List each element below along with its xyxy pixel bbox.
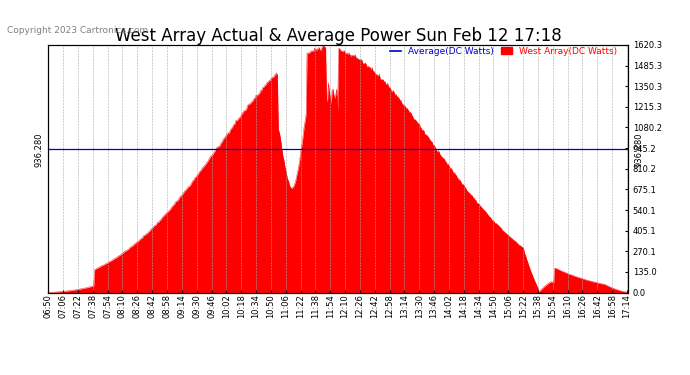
- Legend: Average(DC Watts), West Array(DC Watts): Average(DC Watts), West Array(DC Watts): [391, 47, 618, 56]
- Title: West Array Actual & Average Power Sun Feb 12 17:18: West Array Actual & Average Power Sun Fe…: [115, 27, 562, 45]
- Text: Copyright 2023 Cartronics.com: Copyright 2023 Cartronics.com: [7, 26, 148, 35]
- Text: 936.280: 936.280: [635, 132, 644, 167]
